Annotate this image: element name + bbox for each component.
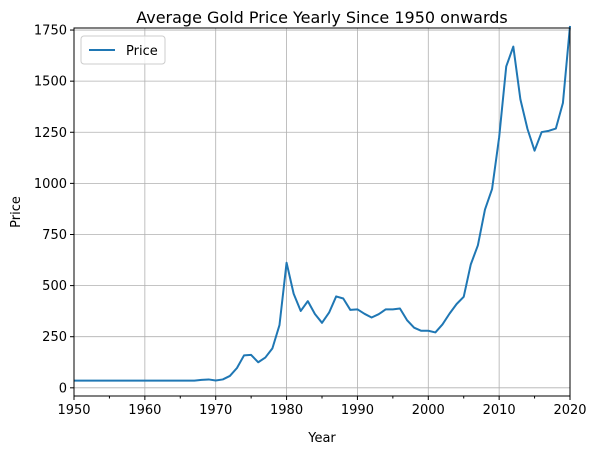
grid [73, 28, 571, 396]
legend: Price [80, 35, 166, 65]
x-tick-label: 1990 [341, 403, 374, 418]
y-tick-label: 500 [42, 279, 67, 294]
y-tick-label: 750 [42, 228, 67, 243]
x-axis-title: Year [307, 431, 336, 446]
x-tick-label: 1950 [57, 403, 90, 418]
y-tick-label: 250 [42, 330, 67, 345]
series-line-price [74, 25, 571, 382]
y-axis-title: Price [9, 196, 24, 228]
series-layer [74, 25, 571, 382]
x-tick-label: 1960 [128, 403, 161, 418]
x-tick-label: 2010 [483, 403, 516, 418]
x-tick-label: 2000 [412, 403, 445, 418]
y-tick-label: 1500 [34, 75, 67, 90]
x-tick-label: 1970 [199, 403, 232, 418]
y-tick-label: 1750 [34, 24, 67, 39]
y-axis: 0 250 500 750 1000 1250 1500 1750 [34, 24, 74, 396]
x-axis: 1950 1960 1970 1980 1990 2000 2010 2020 [57, 396, 587, 418]
chart-title: Average Gold Price Yearly Since 1950 onw… [136, 8, 508, 27]
y-tick-label: 1250 [34, 126, 67, 141]
x-tick-label: 1980 [270, 403, 303, 418]
legend-box [80, 35, 166, 65]
legend-label-price: Price [126, 44, 158, 59]
y-tick-label: 0 [59, 381, 67, 396]
plot-frame [73, 27, 571, 397]
y-tick-label: 1000 [34, 177, 67, 192]
x-tick-label: 2020 [553, 403, 586, 418]
